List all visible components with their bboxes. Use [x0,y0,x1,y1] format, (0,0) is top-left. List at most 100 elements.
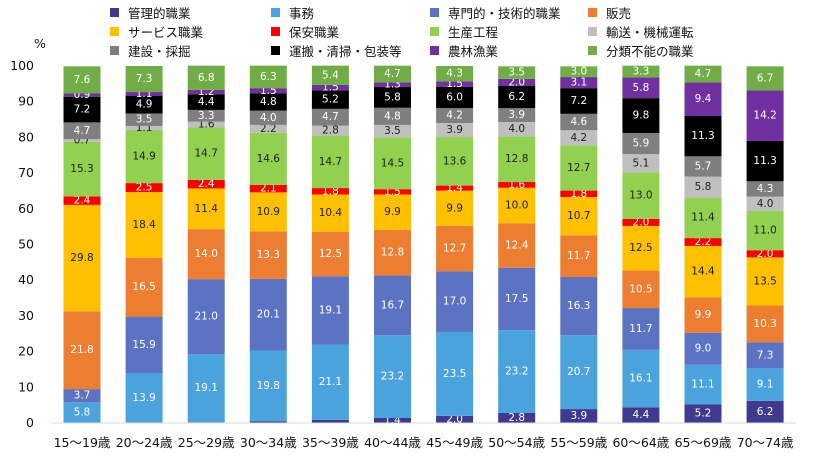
bar-segment [63,204,101,312]
data-label: 23.5 [443,368,466,380]
bar-segment [311,419,349,423]
bar-segment [560,190,598,198]
bar-stack: 2.023.517.012.79.91.413.63.94.26.01.54.3 [436,66,474,425]
bar-segment [684,404,722,423]
data-label: 9.9 [695,309,712,321]
data-label: 5.1 [633,157,650,169]
bar-segment [374,137,411,190]
data-label: 6.3 [260,71,277,83]
bar-segment [436,137,474,186]
bar-segment [125,92,163,96]
legend-item: 生産工程 [430,23,498,40]
data-label: 4.3 [446,68,463,80]
bar-stack: 4.4 16.1 11.7 10.5 12.5 2.0 13.0 5.1 5.9 9.8 5.8 3.… [622,66,660,423]
data-label: 11.3 [691,130,714,142]
data-label: 11.1 [691,379,714,391]
bar-segment [746,90,784,141]
data-label: 2.2 [260,123,277,135]
data-label: 12.4 [505,240,529,252]
data-label: 2.1 [260,183,277,195]
bar-segment [311,84,349,91]
data-label: 4.4 [198,96,215,108]
bar-segment [622,172,660,219]
data-label: 9.9 [384,206,401,218]
bar-segment [63,139,101,142]
legend-item: 専門的・技術的職業 [430,4,561,21]
bar-segment [125,129,163,184]
data-label: 13.0 [629,190,652,202]
data-label: 11.0 [753,225,776,237]
data-label: 2.0 [757,248,774,260]
bar-segment [498,413,536,423]
data-label: 14.7 [319,156,342,168]
bar-stack: 3.9 20.7 16.3 11.7 10.7 1.8 12.7 4.2 4.6 7.2 3.13.… [560,66,598,423]
bar-stack: 5.2 11.1 9.0 9.9 14.4 2.2 11.4 5.8 5.7 11.3 9.4 4.7 [684,65,722,423]
data-label: 13.3 [257,249,280,261]
bar-segment [498,85,536,109]
bar-stack: 19.121.014.011.42.414.71.63.34.41.26.8 [187,65,225,423]
bar-segment [374,124,411,138]
legend-label: 事務 [289,5,315,21]
data-label: 20.7 [567,366,590,378]
bar-segment [187,121,225,128]
x-tick-label: 15～19歳 [54,435,111,450]
bar-segment [560,77,598,89]
bar-segment [684,245,722,298]
bar-segment [374,189,411,195]
data-label: 20.1 [257,309,280,321]
bar-segment [622,218,660,226]
x-tick-label: 70～74歳 [737,435,794,450]
bar-segment [684,115,722,157]
bar-segment [684,197,722,239]
data-label: 11.4 [691,212,715,224]
data-label: 5.8 [633,82,650,94]
data-label: 4.9 [136,99,153,111]
x-tick-label: 60～64歳 [612,435,669,450]
legend-item: 建設・採掘 [110,42,191,59]
bar-segment [187,109,225,122]
data-label: 12.5 [629,242,652,254]
data-label: 4.7 [384,68,401,80]
data-label: 4.6 [570,116,587,128]
data-label: 2.0 [446,413,463,425]
data-label: 2.5 [136,182,153,194]
data-label: 5.2 [695,408,712,420]
bar-segment [374,65,411,83]
data-label: 3.7 [74,390,91,402]
bar-segment [249,192,287,232]
data-label: 16.3 [567,300,590,312]
bar-segment [125,257,163,317]
data-label: 3.9 [508,109,525,121]
bar-segment [311,90,349,109]
bar-segment [436,271,474,332]
bar-segment [187,89,225,95]
bar-segment [560,113,598,131]
bar-segment [187,65,225,90]
bar-segment [436,185,474,191]
bar-segment [374,418,411,423]
legend-item: 保安職業 [271,23,339,40]
bar-segment [249,421,287,423]
chart-legend: 管理的職業 事務 専門的・技術的職業 販売 サービス職業 保安職業 生産工程 輸送・機械運転建… [0,0,820,60]
data-label: 11.7 [629,323,652,335]
data-label: 3.9 [570,410,587,422]
data-label: 12.8 [381,247,404,259]
bar-stack: 1.423.216.712.89.91.514.53.54.85.81.34.7 [374,65,411,427]
bar-segment [374,87,411,108]
data-label: 2.4 [198,178,215,190]
data-label: 6.7 [757,72,774,84]
data-label: 9.4 [695,93,712,105]
data-label: 5.9 [633,138,650,150]
bar-stack: 19.820.113.310.92.114.62.24.04.81.56.3 [249,65,287,423]
bar-segment [560,130,598,146]
bar-segment [746,400,784,423]
data-label: 19.1 [319,304,342,316]
data-label: 2.0 [633,216,650,228]
data-label: 13.9 [132,392,155,404]
data-label: 4.7 [695,68,712,80]
bar-segment [249,88,287,94]
bar-segment [622,154,660,173]
data-label: 4.0 [757,198,774,210]
data-label: 5.4 [322,69,339,81]
data-label: 9.9 [446,202,463,214]
